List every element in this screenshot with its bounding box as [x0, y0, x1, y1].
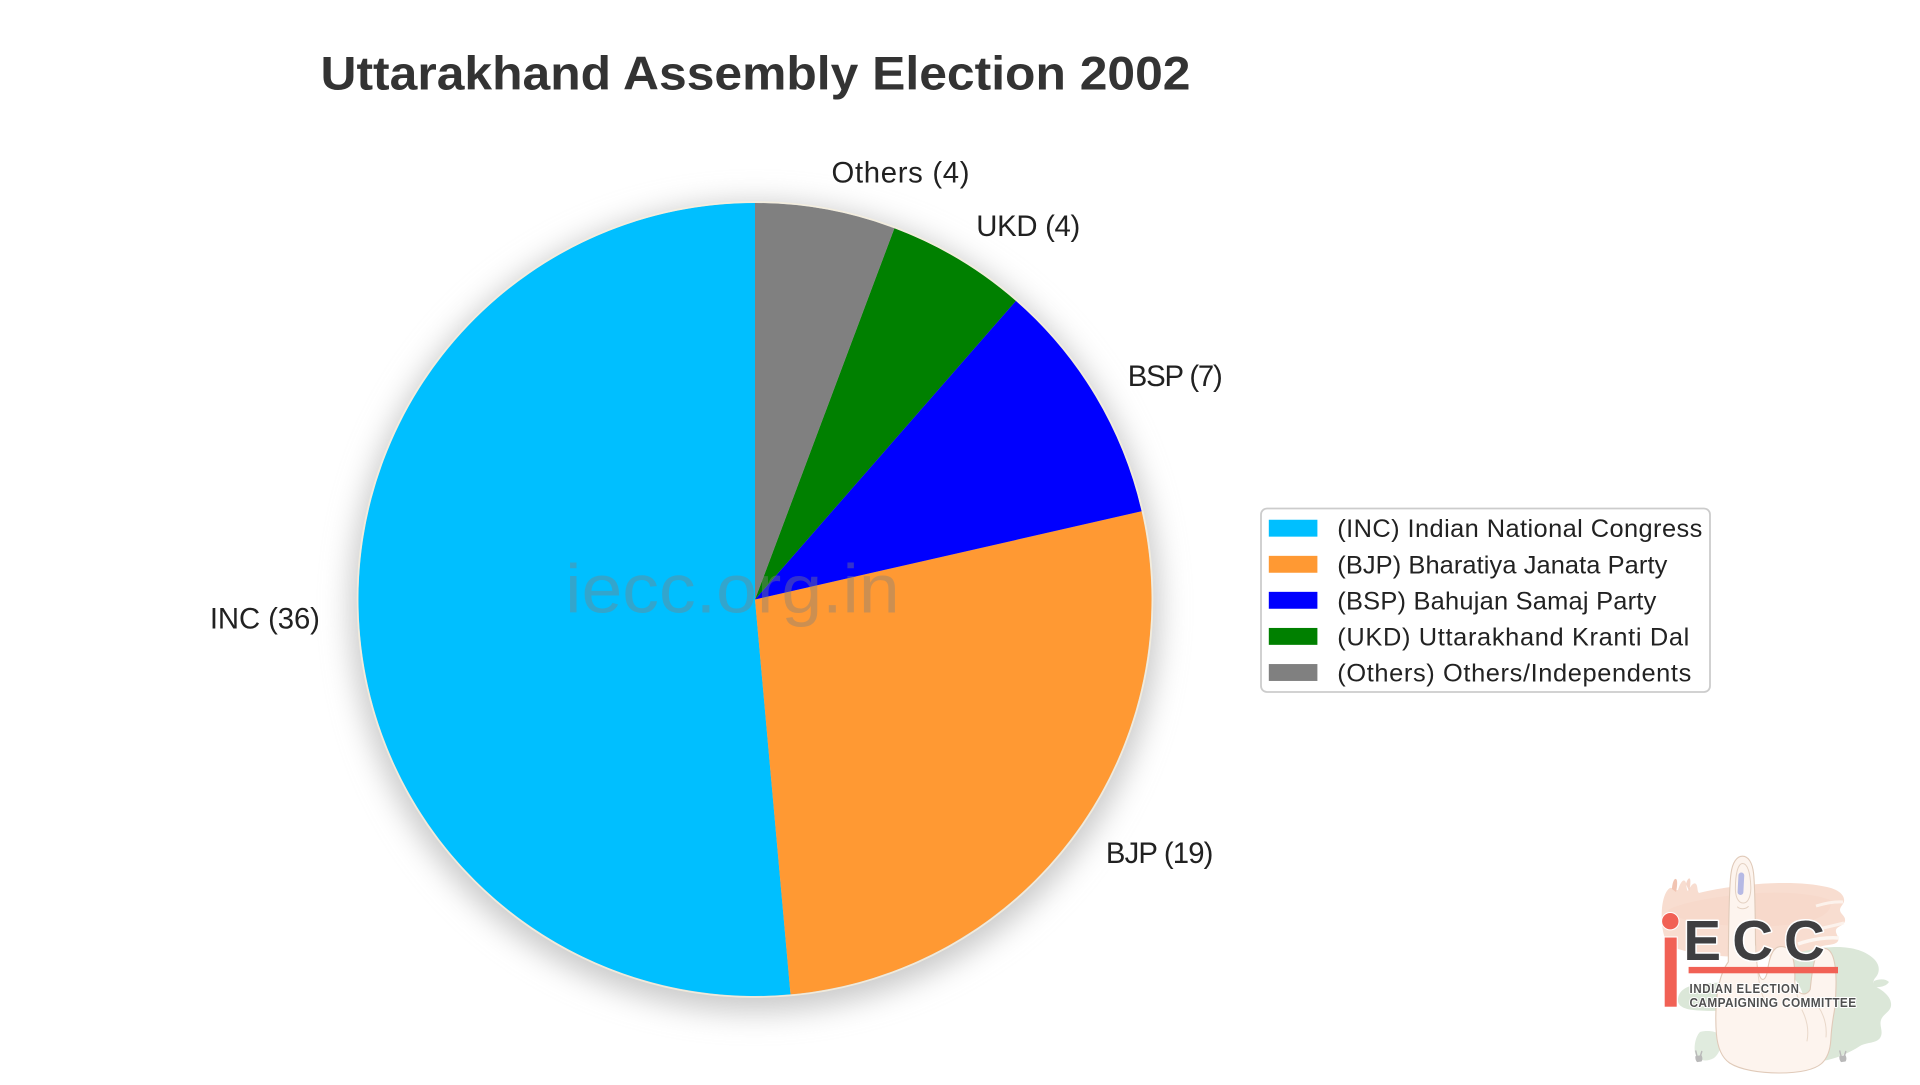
- svg-text:iecc.org.in: iecc.org.in: [565, 551, 900, 628]
- svg-text:(BSP) Bahujan Samaj Party: (BSP) Bahujan Samaj Party: [1337, 587, 1656, 615]
- svg-text:Others (4): Others (4): [832, 156, 970, 189]
- svg-text:CAMPAIGNING COMMITTEE: CAMPAIGNING COMMITTEE: [1690, 996, 1857, 1010]
- svg-text:(UKD) Uttarakhand Kranti Dal: (UKD) Uttarakhand Kranti Dal: [1337, 623, 1689, 651]
- svg-text:BJP (19): BJP (19): [1106, 837, 1214, 870]
- svg-text:(INC) Indian National Congress: (INC) Indian National Congress: [1337, 515, 1702, 543]
- svg-text:INC (36): INC (36): [210, 603, 320, 636]
- svg-text:INDIAN ELECTION: INDIAN ELECTION: [1690, 982, 1800, 996]
- svg-text:ECC: ECC: [1683, 909, 1824, 972]
- svg-text:Uttarakhand Assembly Election: Uttarakhand Assembly Election 2002: [321, 48, 1191, 101]
- svg-text:(BJP) Bharatiya Janata Party: (BJP) Bharatiya Janata Party: [1337, 551, 1667, 579]
- svg-text:(Others) Others/Independents: (Others) Others/Independents: [1337, 660, 1691, 688]
- svg-text:BSP (7): BSP (7): [1128, 360, 1223, 393]
- svg-text:UKD (4): UKD (4): [976, 210, 1080, 243]
